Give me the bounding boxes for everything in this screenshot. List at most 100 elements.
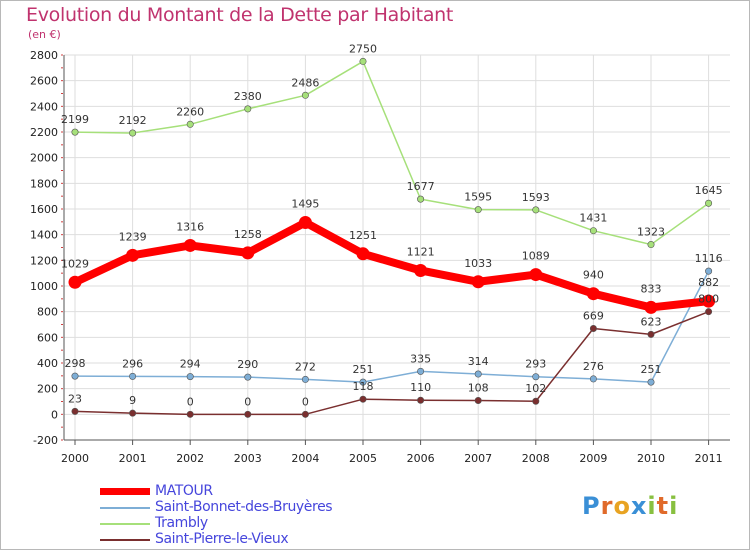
data-label: 882 xyxy=(698,276,719,289)
y-tick-label: 1000 xyxy=(30,280,58,293)
series-lines xyxy=(68,57,716,418)
data-point xyxy=(244,410,252,418)
x-tick-label: 2002 xyxy=(176,452,204,465)
data-point xyxy=(186,120,194,128)
data-point xyxy=(186,410,194,418)
logo-letter: r xyxy=(600,492,614,520)
data-point xyxy=(359,57,367,65)
data-label: 1677 xyxy=(407,180,435,193)
data-label: 1033 xyxy=(464,257,492,270)
axes: -200020040060080010001200140016001800200… xyxy=(30,49,730,465)
data-point xyxy=(532,397,540,405)
data-label: 1593 xyxy=(522,191,550,204)
data-point xyxy=(586,287,600,301)
data-label: 296 xyxy=(122,357,143,370)
data-label: 1258 xyxy=(234,228,262,241)
data-label: 108 xyxy=(468,381,489,394)
y-tick-label: 200 xyxy=(37,383,58,396)
y-tick-label: 600 xyxy=(37,331,58,344)
data-point xyxy=(589,227,597,235)
data-label: 9 xyxy=(129,394,136,407)
data-label: 1029 xyxy=(61,257,89,270)
data-point xyxy=(244,105,252,113)
data-label: 1089 xyxy=(522,250,550,263)
x-tick-label: 2009 xyxy=(579,452,607,465)
data-label: 1323 xyxy=(637,226,665,239)
data-label: 2750 xyxy=(349,42,377,55)
data-label: 1121 xyxy=(407,245,435,258)
x-tick-label: 2011 xyxy=(695,452,723,465)
data-point xyxy=(71,128,79,136)
data-point xyxy=(471,275,485,289)
data-point xyxy=(68,275,82,289)
data-point xyxy=(417,367,425,375)
data-point xyxy=(71,407,79,415)
data-point xyxy=(301,410,309,418)
proxiti-logo: Proxiti xyxy=(582,492,678,520)
data-label: 251 xyxy=(641,363,662,376)
data-point xyxy=(647,330,655,338)
data-label: 833 xyxy=(641,282,662,295)
legend-label: Saint-Pierre-le-Vieux xyxy=(155,531,289,547)
data-point xyxy=(129,372,137,380)
data-label: 1495 xyxy=(291,197,319,210)
data-label: 1316 xyxy=(176,220,204,233)
data-label: 2260 xyxy=(176,105,204,118)
y-tick-label: 2400 xyxy=(30,100,58,113)
data-point xyxy=(529,268,543,282)
data-label: 940 xyxy=(583,269,604,282)
y-tick-label: 1600 xyxy=(30,203,58,216)
data-label: 2199 xyxy=(61,113,89,126)
series-line-saint-bonnet-des-bruy-res xyxy=(74,270,710,383)
data-point xyxy=(417,396,425,404)
x-tick-label: 2010 xyxy=(637,452,665,465)
x-tick-label: 2000 xyxy=(61,452,89,465)
x-tick-label: 2001 xyxy=(119,452,147,465)
x-tick-label: 2008 xyxy=(522,452,550,465)
series-line-matour xyxy=(71,218,713,312)
chart-title: Evolution du Montant de la Dette par Hab… xyxy=(26,4,454,26)
logo-letter: x xyxy=(630,492,648,520)
data-label: 1431 xyxy=(579,212,607,225)
data-point xyxy=(474,370,482,378)
logo-letter: t xyxy=(656,492,670,520)
data-label: 1251 xyxy=(349,229,377,242)
data-point xyxy=(186,373,194,381)
series-line-saint-pierre-le-vieux xyxy=(74,310,710,416)
y-tick-label: 2200 xyxy=(30,126,58,139)
x-tick-label: 2006 xyxy=(407,452,435,465)
data-label: 0 xyxy=(187,395,194,408)
data-point xyxy=(702,294,716,308)
y-tick-label: 2600 xyxy=(30,75,58,88)
legend-label: MATOUR xyxy=(155,483,213,499)
data-label: 110 xyxy=(410,381,431,394)
data-point xyxy=(705,308,713,316)
data-label: 314 xyxy=(468,355,489,368)
data-point xyxy=(647,241,655,249)
data-point xyxy=(414,263,428,277)
data-point xyxy=(126,248,140,262)
data-label: 23 xyxy=(68,392,82,405)
data-point xyxy=(183,238,197,252)
data-label: 293 xyxy=(525,358,546,371)
data-point xyxy=(474,206,482,214)
data-label: 118 xyxy=(353,380,374,393)
y-tick-label: 800 xyxy=(37,306,58,319)
data-label: 2486 xyxy=(291,76,319,89)
data-point xyxy=(241,246,255,260)
logo-letter: P xyxy=(582,492,601,520)
data-point xyxy=(298,215,312,229)
y-tick-label: 2000 xyxy=(30,152,58,165)
data-point xyxy=(647,378,655,386)
legend-swatch xyxy=(100,523,150,525)
data-point xyxy=(301,91,309,99)
legend-label: Trambly xyxy=(155,515,208,531)
x-tick-label: 2007 xyxy=(464,452,492,465)
data-label: 1116 xyxy=(695,252,723,265)
data-point xyxy=(532,373,540,381)
data-label: 276 xyxy=(583,360,604,373)
data-point xyxy=(589,375,597,383)
y-tick-label: 0 xyxy=(51,408,58,421)
data-point xyxy=(129,129,137,137)
y-tick-label: -200 xyxy=(33,434,58,447)
